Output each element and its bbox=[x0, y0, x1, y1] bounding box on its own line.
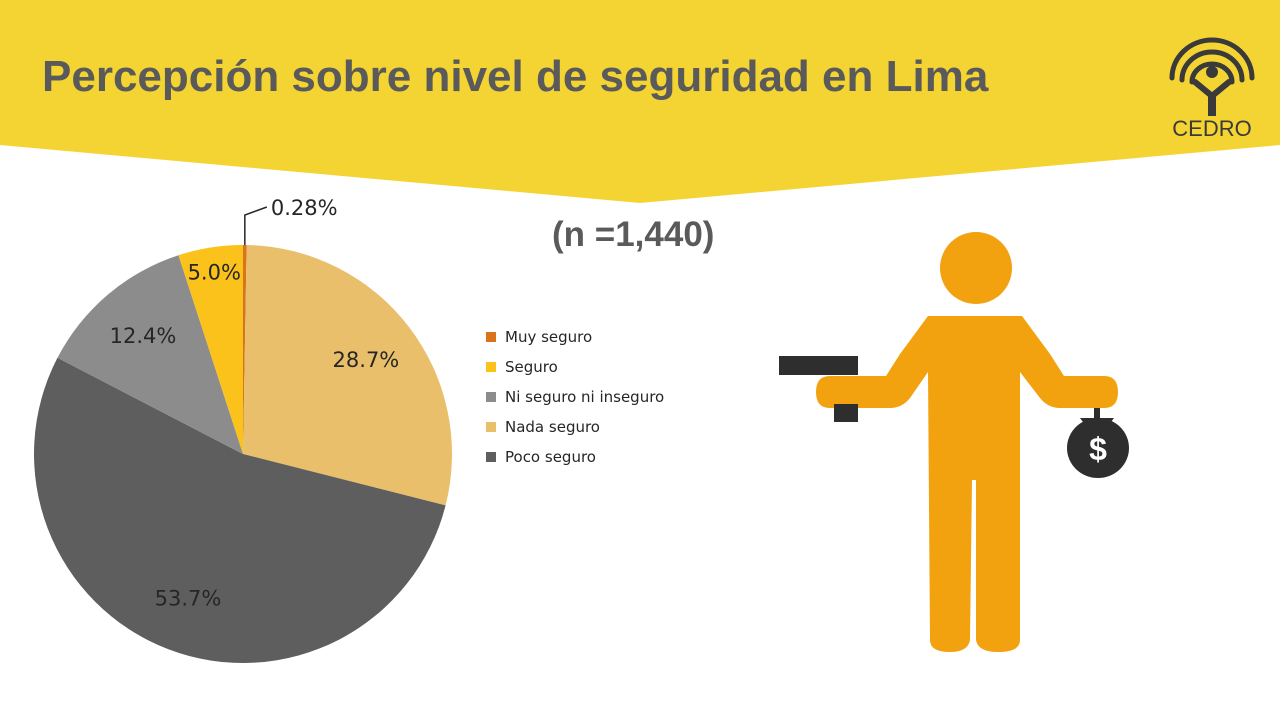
sample-size: (n =1,440) bbox=[552, 215, 715, 254]
robbery-figure-icon: $ bbox=[779, 232, 1129, 652]
dollar-sign: $ bbox=[1089, 431, 1107, 467]
pie-slice-ni-seguro-ni-inseguro bbox=[57, 255, 243, 454]
legend-label: Nada seguro bbox=[505, 418, 600, 436]
legend-item-muy-seguro: Muy seguro bbox=[486, 322, 664, 352]
legend-item-seguro: Seguro bbox=[486, 352, 664, 382]
figure-head bbox=[940, 232, 1012, 304]
page-title: Percepción sobre nivel de seguridad en L… bbox=[42, 52, 989, 101]
legend-swatch bbox=[486, 392, 496, 402]
legend-swatch bbox=[486, 332, 496, 342]
gun-barrel bbox=[779, 356, 858, 375]
pie-slice-muy-seguro bbox=[243, 245, 247, 454]
legend-swatch bbox=[486, 452, 496, 462]
gun-grip bbox=[834, 404, 858, 422]
data-label-nada-seguro: 28.7% bbox=[333, 348, 400, 372]
pie-slice-poco-seguro bbox=[34, 357, 446, 663]
money-bag-icon: $ bbox=[1067, 408, 1129, 478]
figure-body bbox=[816, 316, 1118, 652]
logo-text: CEDRO bbox=[1172, 116, 1251, 141]
legend-label: Muy seguro bbox=[505, 328, 593, 346]
legend-label: Poco seguro bbox=[505, 448, 596, 466]
legend-label: Ni seguro ni inseguro bbox=[505, 388, 665, 406]
legend-swatch bbox=[486, 362, 496, 372]
data-label-muy-seguro: 0.28% bbox=[271, 196, 338, 220]
legend-swatch bbox=[486, 422, 496, 432]
pie-slice-nada-seguro bbox=[243, 245, 452, 506]
leader-line bbox=[244, 206, 268, 246]
pie-chart: 0.28% 28.7% 53.7% 12.4% 5.0% bbox=[34, 196, 452, 663]
pie-slice-seguro bbox=[178, 245, 243, 454]
legend-label: Seguro bbox=[505, 358, 558, 376]
legend-item-ni-seguro-ni-inseguro: Ni seguro ni inseguro bbox=[486, 382, 664, 412]
data-label-seguro: 5.0% bbox=[188, 260, 241, 284]
legend-item-poco-seguro: Poco seguro bbox=[486, 442, 664, 472]
data-label-ni-seguro-ni-inseguro: 12.4% bbox=[110, 324, 177, 348]
cedro-logo: CEDRO bbox=[1169, 37, 1255, 141]
data-label-poco-seguro: 53.7% bbox=[155, 587, 222, 611]
header-banner bbox=[0, 0, 1280, 203]
chart-legend: Muy seguro Seguro Ni seguro ni inseguro Nad… bbox=[486, 322, 664, 472]
legend-item-nada-seguro: Nada seguro bbox=[486, 412, 664, 442]
